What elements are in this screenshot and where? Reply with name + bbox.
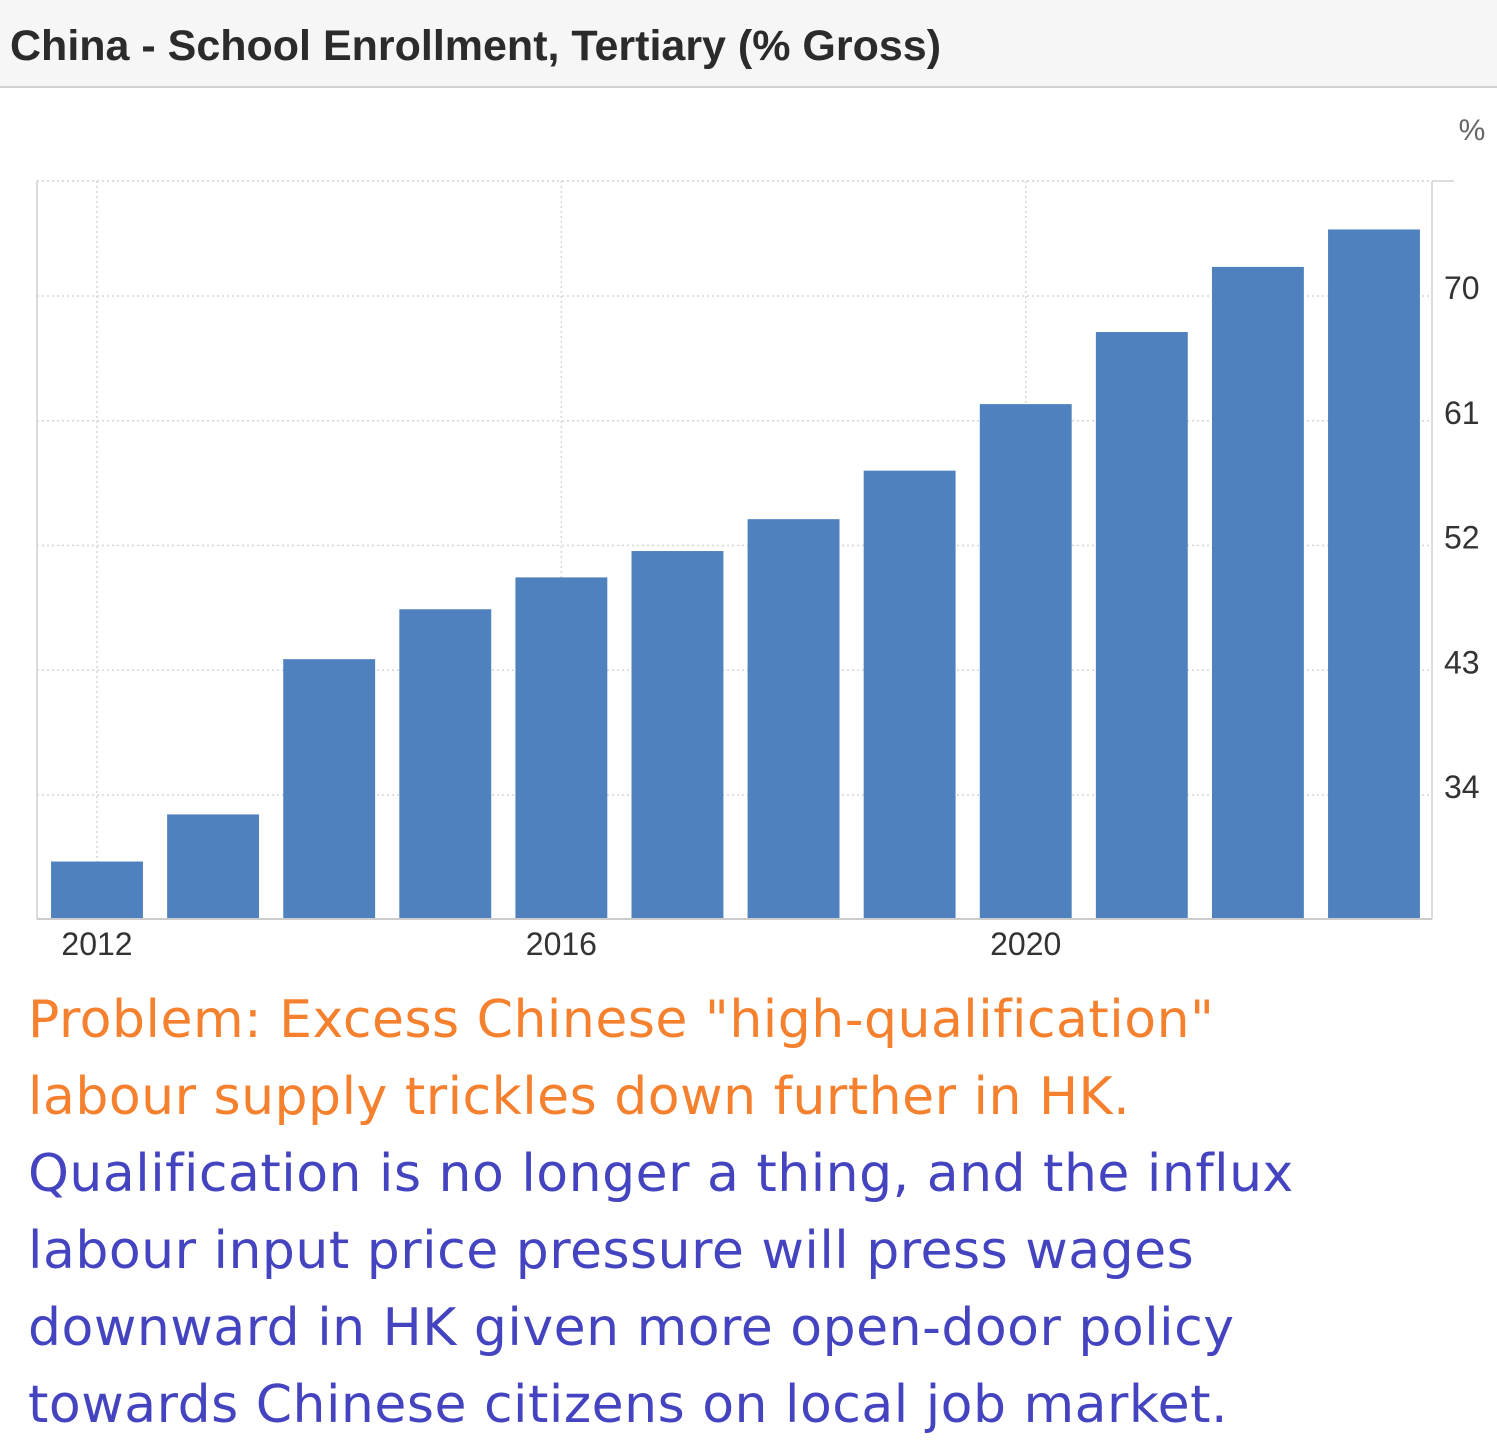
bar-2017 <box>631 551 724 919</box>
caption-line-blue-1: Qualification is no longer a thing, and … <box>28 1144 1294 1204</box>
caption-line-blue-3: downward in HK given more open-door poli… <box>28 1298 1235 1358</box>
bar-2020 <box>979 404 1072 919</box>
bar-2021 <box>1095 332 1188 919</box>
bar-2013 <box>167 814 260 919</box>
caption-line-orange-1: Problem: Excess Chinese "high-qualificat… <box>28 990 1215 1050</box>
bar-2012 <box>51 861 143 919</box>
bar-2019 <box>863 470 956 919</box>
y-tick-label: 43 <box>1444 644 1480 680</box>
y-tick-label: 61 <box>1444 395 1480 431</box>
caption-text: Problem: Excess Chinese "high-qualificat… <box>28 982 1483 1444</box>
bars <box>51 229 1420 919</box>
caption-line-orange-2: labour supply trickles down further in H… <box>28 1067 1131 1127</box>
x-tick-label: 2012 <box>61 926 132 962</box>
bar-2018 <box>747 519 840 919</box>
caption-line-blue-2: labour input price pressure will press w… <box>28 1221 1195 1281</box>
bar-2016 <box>515 577 608 919</box>
bar-2022 <box>1211 266 1304 919</box>
axes: 34 43 52 61 70 2012 2016 2020 <box>37 180 1480 962</box>
y-tick-label: 34 <box>1444 769 1480 805</box>
y-tick-label: 70 <box>1444 270 1480 306</box>
unit-label: % <box>1459 114 1486 147</box>
chart-title: China - School Enrollment, Tertiary (% G… <box>10 22 942 70</box>
x-tick-label: 2016 <box>526 926 597 962</box>
x-tick-label: 2020 <box>990 926 1061 962</box>
bar-2023 <box>1328 229 1420 919</box>
bar-chart: 34 43 52 61 70 2012 2016 2020 % <box>36 114 1486 962</box>
chart-header: China - School Enrollment, Tertiary (% G… <box>0 0 1497 88</box>
caption-line-blue-4: towards Chinese citizens on local job ma… <box>28 1375 1229 1435</box>
y-tick-label: 52 <box>1444 520 1480 556</box>
bar-2015 <box>399 609 492 919</box>
bar-2014 <box>283 659 376 919</box>
